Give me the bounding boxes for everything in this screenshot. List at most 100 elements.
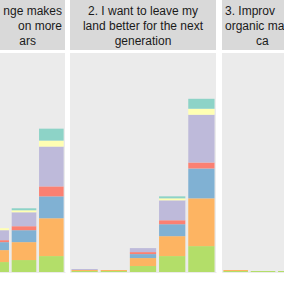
bar-segment [223,270,248,271]
bar-segment [39,256,64,272]
bar-segment [251,271,276,272]
bar-segment [12,208,37,210]
bar-segment [71,270,97,272]
bar-segment [0,228,9,230]
bar-segment [0,228,9,229]
bar-segment [223,270,248,271]
facet-title: ca [256,34,269,48]
bar-segment [159,224,185,236]
bar-segment [130,258,156,266]
bar-segment [101,270,127,271]
facet-title: organic ma [225,19,284,33]
bar-segment [39,129,64,141]
facet-title: generation [115,34,172,48]
bar-segment [39,141,64,147]
bar-segment [223,270,248,271]
bar-segment [101,270,127,272]
bar-segment [188,115,214,163]
bar-segment [101,270,127,271]
bar-segment [188,168,214,198]
bar-segment [188,109,214,115]
chart: nge makeson morears2. I want to leave my… [0,0,284,284]
bar-segment [12,212,37,226]
bar-segment [71,270,97,271]
bar-segment [159,236,185,256]
facet-strip [70,0,216,50]
bar-segment [101,270,127,271]
bar-segment [251,271,276,272]
bar-segment [251,271,276,272]
bar-segment [130,248,156,249]
bar-segment [278,271,284,272]
bar-segment [101,271,127,272]
bar-segment [0,230,9,240]
bar-segment [159,220,185,224]
bar-segment [251,271,276,272]
facet-strip [0,0,65,50]
y-axis [222,54,223,273]
bar-segment [71,269,97,271]
bar-segment [101,270,127,271]
facet-title: ars [19,34,36,48]
facet-title: on more [18,19,62,33]
bar-segment [0,250,9,262]
bar-segment [0,242,9,250]
bar-segment [71,270,97,271]
bar-segment [223,270,248,271]
panel: 3. Improvorganic maca [222,0,284,273]
axis-line [222,54,223,273]
bar-segment [278,271,284,272]
bar-segment [188,198,214,246]
bar-segment [39,196,64,218]
bar-segment [188,99,214,109]
bar-segment [251,271,276,272]
plot-background [222,53,284,272]
bar-segment [278,271,284,272]
bar-segment [159,196,185,198]
x-axis [71,272,217,273]
bar-segment [251,271,276,272]
bar-segment [12,230,37,242]
bar-segment [71,271,97,272]
x-axis [223,272,284,273]
bar-segment [12,210,37,212]
bar-segment [130,248,156,252]
bar-segment [71,269,97,270]
bar-segment [39,147,64,187]
x-axis [0,272,66,273]
bar-segment [130,266,156,272]
facet-strip [222,0,284,50]
bars [223,270,284,272]
bar-segment [130,254,156,258]
facet-title: 3. Improv [225,4,275,18]
facet-title: land better for the next [83,19,204,33]
bar-segment [12,226,37,230]
bar-segment [188,246,214,272]
axis-line [223,272,284,273]
bar-segment [39,218,64,256]
plot-background [0,53,65,272]
bar-segment [12,260,37,272]
bar-segment [71,269,97,270]
bar-segment [251,271,276,272]
axis-line [0,272,66,273]
y-axis [70,54,71,273]
panel: 2. I want to leave myland better for the… [70,0,217,273]
bar-segment [101,270,127,271]
bar-segment [223,271,248,272]
bar-segment [278,271,284,272]
panel: nge makeson morears [0,0,66,273]
bar-segment [223,270,248,272]
bar-segment [159,256,185,272]
bar-segment [39,186,64,196]
bar-segment [0,262,9,272]
bars [71,99,214,272]
bar-segment [223,270,248,271]
bar-segment [130,248,156,249]
bar-segment [278,271,284,272]
bar-segment [159,198,185,200]
axis-line [71,272,217,273]
bar-segment [12,242,37,260]
bar-segment [0,240,9,242]
axis-line [70,54,71,273]
